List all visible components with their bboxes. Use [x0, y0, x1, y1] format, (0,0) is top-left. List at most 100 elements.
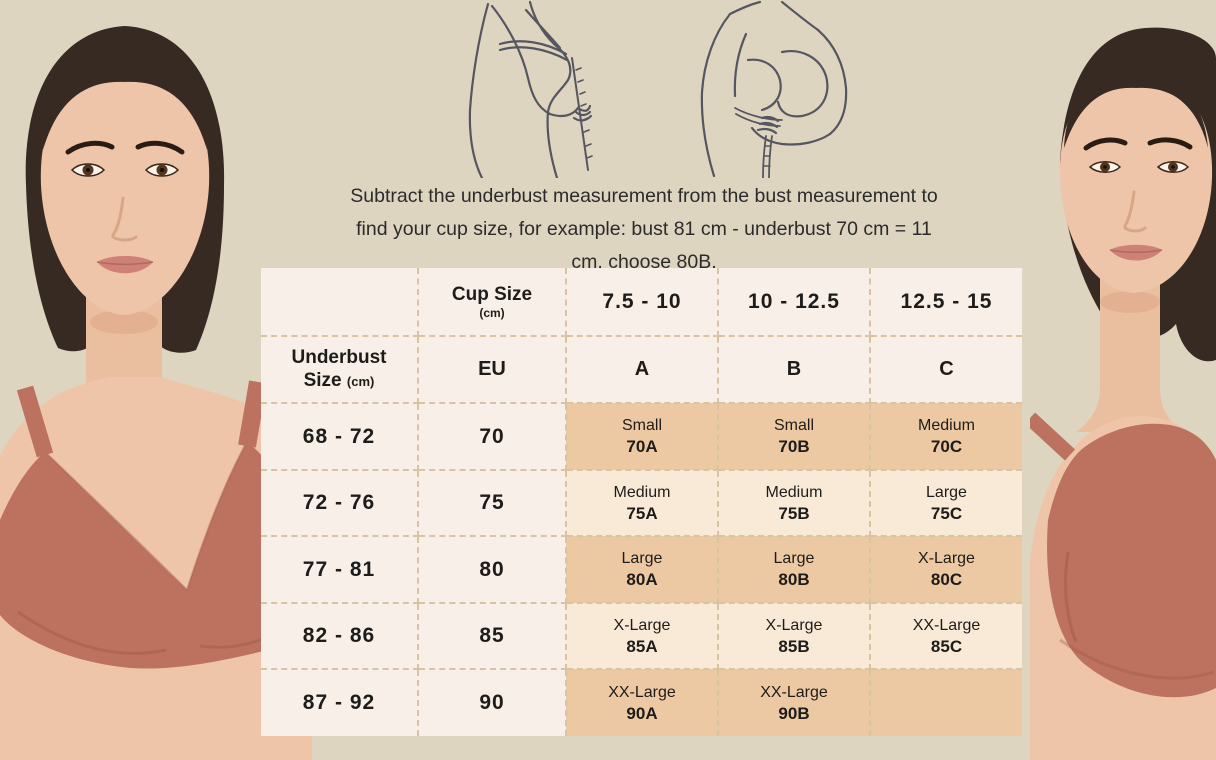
model-right-figure [1030, 27, 1216, 760]
cup-cell: Large 80B [717, 535, 871, 604]
underbust-range: 87 - 92 [302, 691, 376, 714]
cup-range-c: 12.5 - 15 [900, 289, 993, 313]
size-code: 80C [930, 570, 963, 589]
cup-cell: Large 75C [869, 469, 1022, 537]
cup-cell: Large 80A [565, 535, 719, 604]
underbust-unit: (cm) [346, 374, 375, 389]
cup-letter-a: A [634, 358, 650, 380]
cup-cell: X-Large 80C [869, 535, 1022, 604]
size-word: X-Large [765, 616, 823, 634]
cup-cell: XX-Large 90A [565, 668, 719, 736]
underbust-range: 77 - 81 [302, 557, 376, 581]
size-word: XX-Large [760, 683, 828, 701]
size-code: 90B [778, 703, 810, 723]
empty-corner-cell [261, 268, 419, 337]
cup-range-a: 7.5 - 10 [602, 289, 682, 313]
size-word: X-Large [613, 616, 671, 634]
size-word: Large [621, 550, 663, 567]
underbust-range-cell: 87 - 92 [261, 668, 419, 736]
band-size-cell: 70 [417, 402, 567, 471]
size-word: XX-Large [912, 616, 981, 634]
cup-size-title: Cup Size [451, 284, 533, 305]
size-code: 70A [626, 437, 658, 456]
size-code: 85C [930, 636, 963, 656]
underbust-range: 72 - 76 [302, 491, 376, 514]
size-chart-table: Cup Size (cm) 7.5 - 10 10 - 12.5 12.5 - … [261, 268, 1022, 736]
cup-cell: X-Large 85B [717, 602, 871, 670]
band-size: 80 [479, 557, 505, 581]
cup-cell: XX-Large 85C [869, 602, 1022, 670]
size-code: 75B [778, 503, 810, 523]
cup-letter-header-cell: C [869, 335, 1022, 404]
cup-cell-empty [869, 668, 1022, 736]
underbust-range-cell: 82 - 86 [261, 602, 419, 670]
size-code: 75A [626, 503, 658, 523]
cup-letter-header-cell: A [565, 335, 719, 404]
size-word: Medium [765, 483, 823, 501]
size-code: 80A [626, 570, 658, 589]
cup-cell: XX-Large 90B [717, 668, 871, 736]
band-size: 85 [479, 624, 505, 647]
size-word: Large [926, 483, 967, 501]
cup-letter-b: B [786, 358, 802, 380]
size-code: 85A [626, 636, 658, 656]
size-word: Small [621, 417, 662, 434]
band-size-cell: 90 [417, 668, 567, 736]
cup-letter-c: C [939, 358, 954, 380]
band-size-cell: 75 [417, 469, 567, 537]
underbust-range-cell: 68 - 72 [261, 402, 419, 471]
table-row: 77 - 81 80 Large 80A Large 80B X-Large 80C [261, 535, 1022, 604]
table-row: 72 - 76 75 Medium 75A Medium 75B Large 75C [261, 469, 1022, 537]
underbust-title-line1: Underbust [291, 347, 387, 368]
underbust-range-cell: 77 - 81 [261, 535, 419, 604]
size-word: Medium [613, 483, 671, 501]
cup-range-header-cell: 7.5 - 10 [565, 268, 719, 337]
table-row: 87 - 92 90 XX-Large 90A XX-Large 90B [261, 668, 1022, 736]
size-word: X-Large [918, 550, 975, 567]
cup-range-header-cell: 12.5 - 15 [869, 268, 1022, 337]
measurement-sketches [468, 0, 848, 178]
eu-label: EU [478, 358, 506, 380]
model-photo-left [0, 26, 312, 760]
band-size-cell: 80 [417, 535, 567, 604]
underbust-title-line2: Size [303, 370, 342, 391]
cup-cell: Small 70B [717, 402, 871, 471]
band-size: 70 [479, 424, 505, 448]
size-code: 85B [778, 636, 810, 656]
cup-cell: Medium 75A [565, 469, 719, 537]
underbust-range: 68 - 72 [302, 424, 376, 448]
model-photo-right [1030, 27, 1216, 760]
cup-range-b: 10 - 12.5 [748, 289, 840, 313]
table-row: 82 - 86 85 X-Large 85A X-Large 85B XX-Larg… [261, 602, 1022, 670]
model-left-figure [0, 26, 312, 760]
size-code: 90A [626, 703, 658, 723]
instruction-line-2: find your cup size, for example: bust 81… [356, 218, 932, 240]
header-row-cup-letters: Underbust Size (cm) EU A B C [261, 335, 1022, 404]
cup-cell: X-Large 85A [565, 602, 719, 670]
cup-size-unit: (cm) [479, 306, 505, 320]
cup-size-header-cell: Cup Size (cm) [417, 268, 567, 337]
header-row-cup-ranges: Cup Size (cm) 7.5 - 10 10 - 12.5 12.5 - … [261, 268, 1022, 337]
size-word: Medium [918, 417, 975, 434]
cup-cell: Medium 75B [717, 469, 871, 537]
band-size: 75 [479, 491, 505, 514]
underbust-range: 82 - 86 [302, 624, 376, 647]
band-size-cell: 85 [417, 602, 567, 670]
cup-range-header-cell: 10 - 12.5 [717, 268, 871, 337]
size-word: Small [773, 417, 814, 434]
underbust-range-cell: 72 - 76 [261, 469, 419, 537]
size-word: XX-Large [608, 683, 676, 701]
cup-cell: Small 70A [565, 402, 719, 471]
eu-header-cell: EU [417, 335, 567, 404]
size-code: 80B [778, 570, 810, 589]
underbust-size-header-cell: Underbust Size (cm) [261, 335, 419, 404]
cup-letter-header-cell: B [717, 335, 871, 404]
bust-measurement-sketch [468, 0, 593, 178]
cup-size-instructions: Subtract the underbust measurement from … [248, 180, 1040, 279]
cup-cell: Medium 70C [869, 402, 1022, 471]
instruction-line-1: Subtract the underbust measurement from … [350, 185, 938, 207]
band-size: 90 [479, 691, 505, 714]
size-code: 70B [778, 437, 810, 456]
size-code: 75C [930, 503, 963, 523]
